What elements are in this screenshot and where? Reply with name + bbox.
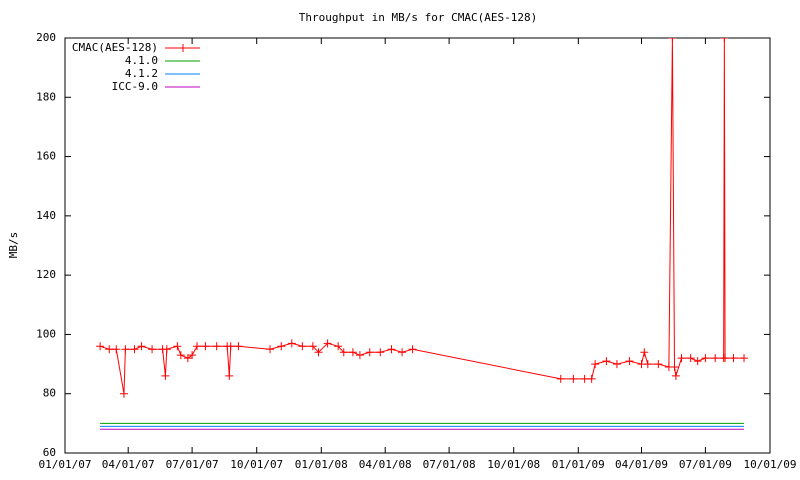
- point-marker: [348, 348, 357, 357]
- x-tick-label: 04/01/08: [359, 458, 412, 471]
- point-marker: [161, 371, 170, 380]
- x-tick-label: 01/01/07: [39, 458, 92, 471]
- point-marker: [212, 342, 221, 351]
- x-tick-label: 10/01/08: [487, 458, 540, 471]
- point-marker: [173, 342, 182, 351]
- x-tick-label: 10/01/07: [230, 458, 283, 471]
- x-tick-label: 01/01/08: [295, 458, 348, 471]
- x-tick-label: 01/01/09: [552, 458, 605, 471]
- y-tick-label: 100: [36, 327, 56, 340]
- point-marker: [188, 351, 197, 360]
- x-tick-label: 07/01/09: [679, 458, 732, 471]
- point-marker: [334, 342, 343, 351]
- point-marker: [654, 360, 663, 369]
- point-marker: [677, 354, 686, 363]
- x-tick-label: 07/01/08: [423, 458, 476, 471]
- point-marker: [580, 374, 589, 383]
- point-marker: [105, 345, 114, 354]
- y-tick-label: 160: [36, 150, 56, 163]
- y-tick-label: 120: [36, 268, 56, 281]
- plot-frame: [64, 37, 771, 454]
- point-marker: [201, 342, 210, 351]
- legend-label: CMAC(AES-128): [72, 41, 158, 54]
- point-marker: [183, 354, 192, 363]
- point-marker: [234, 342, 243, 351]
- point-marker: [112, 345, 121, 354]
- point-marker: [587, 374, 596, 383]
- point-marker: [569, 374, 578, 383]
- point-marker: [121, 345, 130, 354]
- x-tick-label: 04/01/07: [102, 458, 155, 471]
- point-marker: [130, 345, 139, 354]
- series-line: [99, 38, 745, 394]
- y-tick-label: 200: [36, 31, 56, 44]
- point-marker: [226, 342, 235, 351]
- point-marker: [625, 357, 634, 366]
- point-marker: [376, 348, 385, 357]
- x-tick-label: 10/01/09: [744, 458, 797, 471]
- point-marker: [686, 354, 695, 363]
- point-marker: [668, 38, 677, 42]
- point-marker: [308, 342, 317, 351]
- point-marker: [602, 357, 611, 366]
- y-tick-label: 180: [36, 90, 56, 103]
- point-marker: [137, 342, 146, 351]
- point-marker: [591, 360, 600, 369]
- point-marker: [556, 374, 565, 383]
- point-marker: [266, 345, 275, 354]
- chart-title: Throughput in MB/s for CMAC(AES-128): [299, 11, 537, 24]
- point-marker: [225, 371, 234, 380]
- point-marker: [323, 339, 332, 348]
- point-marker: [701, 354, 710, 363]
- point-marker: [729, 354, 738, 363]
- x-tick-label: 04/01/09: [615, 458, 668, 471]
- point-marker: [314, 348, 323, 357]
- point-marker: [365, 348, 374, 357]
- point-marker: [355, 351, 364, 360]
- point-marker: [711, 354, 720, 363]
- point-marker: [298, 342, 307, 351]
- legend-label: 4.1.0: [125, 54, 158, 67]
- point-marker: [339, 348, 348, 357]
- y-tick-label: 60: [43, 446, 56, 459]
- point-marker: [612, 360, 621, 369]
- point-marker: [740, 354, 749, 363]
- point-marker: [643, 360, 652, 369]
- legend-marker: [179, 44, 187, 52]
- point-marker: [387, 345, 396, 354]
- point-marker: [119, 389, 128, 398]
- point-marker: [277, 342, 286, 351]
- point-marker: [176, 351, 185, 360]
- point-marker: [287, 339, 296, 348]
- legend-label: ICC-9.0: [112, 80, 158, 93]
- point-marker: [148, 345, 157, 354]
- y-axis-label: MB/s: [7, 232, 20, 259]
- point-marker: [193, 342, 202, 351]
- legend-label: 4.1.2: [125, 67, 158, 80]
- point-marker: [671, 371, 680, 380]
- plot-area: [96, 38, 749, 430]
- point-marker: [398, 348, 407, 357]
- point-marker: [162, 345, 171, 354]
- y-tick-label: 140: [36, 209, 56, 222]
- x-tick-label: 07/01/07: [166, 458, 219, 471]
- point-marker: [640, 348, 649, 357]
- point-marker: [408, 345, 417, 354]
- point-marker: [720, 38, 729, 42]
- point-marker: [693, 357, 702, 366]
- y-tick-label: 80: [43, 387, 56, 400]
- point-marker: [96, 342, 105, 351]
- point-marker: [670, 363, 679, 372]
- point-marker: [721, 354, 730, 363]
